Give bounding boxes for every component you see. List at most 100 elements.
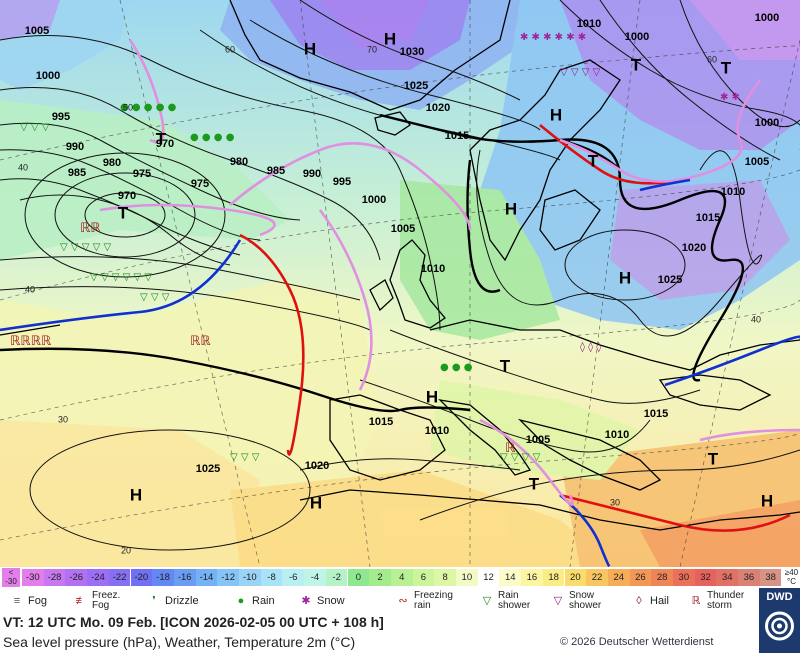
- svg-text:▽ ▽ ▽ ▽ ▽: ▽ ▽ ▽ ▽ ▽: [60, 242, 111, 253]
- high-pressure-center: H: [304, 39, 316, 58]
- isobar-label: 1000: [755, 12, 779, 24]
- isobar-label: 1010: [421, 263, 445, 275]
- scale-step: -12: [217, 569, 239, 586]
- isobar-label: 1010: [721, 186, 745, 198]
- scale-step: -28: [43, 569, 66, 586]
- legend-label: Snow: [317, 594, 345, 607]
- svg-text:▽ ▽ ▽ ▽ ▽ ▽: ▽ ▽ ▽ ▽ ▽ ▽: [90, 272, 152, 283]
- isobars-1015: [0, 113, 744, 413]
- pressure-centers: H H T T H T H H T T H H H T T H T: [118, 29, 773, 512]
- svg-text:▽ ▽ ▽: ▽ ▽ ▽: [140, 292, 170, 303]
- isotherm-label: 40: [751, 314, 761, 324]
- weather-map: ▽ ▽ ▽ ▽ ▽ ▽ ▽ ▽ ▽ ▽ ▽ ▽ ▽ ▽ ▽ ▽ ▽ ● ● ● …: [0, 0, 800, 567]
- isotherm-label: 30: [58, 414, 68, 424]
- legend-label: Thunder storm: [707, 589, 745, 611]
- scale-step: 30: [673, 569, 695, 586]
- legend-item: ◊ Hail: [630, 588, 669, 613]
- low-pressure-center: T: [156, 129, 167, 148]
- freezing-rain-icon: ∾: [398, 595, 408, 607]
- isobar-label: 1005: [745, 156, 769, 168]
- legend-item: ≢ Freez. Fog: [72, 588, 121, 613]
- isobar-label: 1000: [36, 70, 60, 82]
- scale-step: 14: [499, 569, 522, 586]
- scale-step: 6: [412, 569, 435, 586]
- rain-shower-icon: ▽: [482, 595, 492, 607]
- isotherm-label: 20: [121, 545, 131, 555]
- scale-step: 10: [456, 569, 478, 586]
- isobar-label: 1020: [305, 460, 329, 472]
- isobar-label: 990: [303, 168, 321, 180]
- legend-label: Rain shower: [498, 589, 531, 611]
- svg-text:ℝℝ: ℝℝ: [80, 221, 101, 236]
- low-pressure-center: T: [721, 58, 732, 77]
- temperature-scale: < -30 -30 -28 -26 -24 -22 -20 -18 -16 -14 -12 -10 -8…: [0, 567, 800, 588]
- scale-step: -24: [87, 569, 109, 586]
- map-description: Sea level pressure (hPa), Weather, Tempe…: [3, 634, 356, 650]
- legend-label: Freezing rain: [414, 589, 453, 611]
- scale-step: -4: [304, 569, 326, 586]
- isobar-label: 980: [230, 156, 248, 168]
- snow-icon: ✱: [301, 595, 311, 607]
- isotherm-label: 40: [18, 162, 28, 172]
- isobars: [0, 0, 800, 551]
- isobar-label: 970: [156, 138, 174, 150]
- legend-item: ❜ Drizzle: [145, 588, 199, 613]
- isobar-label: 970: [118, 190, 136, 202]
- scale-step: -10: [239, 569, 261, 586]
- low-pressure-center: T: [529, 474, 540, 493]
- snow-shower-icon: ▽: [553, 595, 563, 607]
- dwd-logo: DWD: [759, 588, 800, 653]
- isobar-label: 1010: [425, 425, 449, 437]
- weather-symbols: ▽ ▽ ▽ ▽ ▽ ▽ ▽ ▽ ▽ ▽ ▽ ▽ ▽ ▽ ▽ ▽ ▽ ● ● ● …: [10, 32, 740, 463]
- scale-step: 8: [434, 569, 456, 586]
- isobar-label: 1005: [526, 434, 550, 446]
- scale-step: 16: [521, 569, 543, 586]
- isobar-label: 1025: [404, 80, 428, 92]
- isotherm-label: 60: [225, 44, 235, 54]
- legend-label: Hail: [650, 594, 669, 607]
- legend-item: ✱ Snow: [297, 588, 345, 613]
- scale-step: 0: [347, 569, 370, 586]
- isobar-label: 1015: [696, 212, 720, 224]
- freezing-fog-icon: ≢: [75, 594, 87, 607]
- isobar-labels: 1005 1000 995 990 985 980 975 970 970 975 980 985 99…: [25, 12, 779, 475]
- fronts: [0, 39, 800, 567]
- legend-label: Rain: [252, 594, 275, 607]
- swirl-icon: [765, 611, 794, 641]
- high-pressure-center: H: [130, 485, 142, 504]
- high-pressure-center: H: [426, 387, 438, 406]
- scale-step: 32: [694, 569, 717, 586]
- scale-step: 38: [759, 569, 782, 586]
- isobar-label: 995: [333, 176, 351, 188]
- low-pressure-center: T: [118, 203, 129, 222]
- isobar-label: 1010: [577, 18, 601, 30]
- info-panel: VT: 12 UTC Mo. 09 Feb. [ICON 2026-02-05 …: [0, 613, 758, 653]
- scale-step: -6: [282, 569, 305, 586]
- isobar-label: 995: [52, 111, 70, 123]
- isobar-label: 1010: [605, 429, 629, 441]
- temperature-labels: 60 50 40 40 30 20 60 40 30 70: [18, 44, 761, 555]
- legend-item: ▽ Snow shower: [549, 588, 601, 613]
- legend-label: Snow shower: [569, 589, 602, 611]
- weather-legend: ≡ Fog ≢ Freez. Fog ❜ Drizzle ● Rain ✱ Snow ∾ Freezi…: [0, 588, 758, 613]
- isobar-label: 1000: [625, 31, 649, 43]
- isobar-label: 975: [133, 168, 151, 180]
- scale-step: -20: [130, 569, 153, 586]
- scale-step: -14: [195, 569, 218, 586]
- legend-label: Drizzle: [165, 594, 199, 607]
- isotherm-label: 60: [707, 54, 717, 64]
- isobar-label: 1015: [369, 416, 393, 428]
- thunderstorm-icon: ℝ: [691, 595, 701, 607]
- svg-text:▽ ▽ ▽: ▽ ▽ ▽: [230, 452, 260, 463]
- isobar-label: 1015: [445, 130, 469, 142]
- high-pressure-center: H: [761, 491, 773, 510]
- isobar-label: 1000: [362, 194, 386, 206]
- scale-step: 36: [738, 569, 760, 586]
- legend-label: Freez. Fog: [92, 589, 121, 611]
- logo-text: DWD: [766, 591, 793, 603]
- legend-item: ℝ Thunder storm: [687, 588, 745, 613]
- isobar-label: 1020: [426, 102, 450, 114]
- scale-step: 24: [607, 569, 630, 586]
- low-pressure-center: T: [588, 151, 599, 170]
- coastlines: [0, 0, 800, 531]
